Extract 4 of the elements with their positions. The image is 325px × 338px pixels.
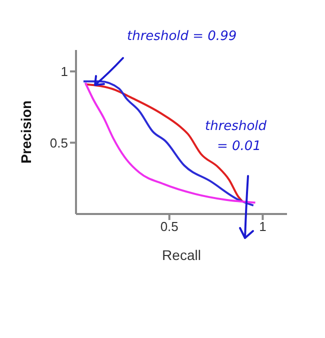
y-axis-title: Precision <box>18 100 34 164</box>
annotation: threshold = 0.01 <box>205 119 268 154</box>
x-axis-title: Recall <box>162 247 201 263</box>
text: threshold = 0.99 <box>127 29 237 44</box>
